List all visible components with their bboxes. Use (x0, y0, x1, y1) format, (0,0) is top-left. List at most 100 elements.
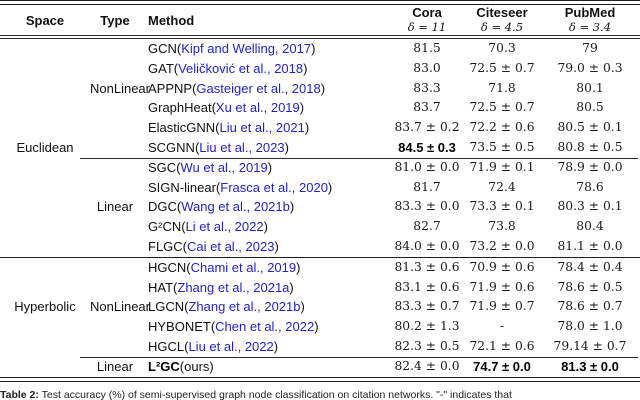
value-cell-cora: 83.0 (413, 60, 441, 75)
citation-link[interactable]: Gasteiger et al., 2018 (196, 80, 321, 96)
method-name: G²CN( (148, 219, 186, 235)
table-row: GraphHeat(Xu et al., 2019) 83.7 72.5 ± 0.7… (0, 98, 640, 118)
value-cell-pubmed: 80.3 ± 0.1 (557, 199, 623, 214)
citation-link[interactable]: Zhang et al., 2021a (177, 279, 290, 295)
dataset-delta: δ = 4.5 (480, 20, 524, 34)
method-suffix: ) (289, 199, 295, 215)
dataset-name: PubMed (564, 5, 616, 20)
space-group-hyperbolic: Hyperbolic NonLinear HGCN(Chami et al., 20… (0, 256, 640, 377)
value-cell-pubmed: 80.8 ± 0.5 (557, 139, 623, 154)
citation-link[interactable]: Wu et al., 2019 (180, 159, 268, 175)
method-name: APPNP( (148, 80, 197, 96)
table-row: G²CN(Li et al., 2022) 82.7 73.8 80.4 (0, 217, 640, 237)
method-name: GraphHeat( (148, 100, 216, 116)
dataset-delta: δ = 3.4 (568, 20, 612, 34)
table-row: SCGNN(Liu et al., 2023) 84.5 ± 0.3 73.5 ± … (0, 138, 640, 158)
method-suffix: ) (314, 319, 319, 335)
citation-link[interactable]: Zhang et al., 2021b (188, 299, 301, 315)
value-cell-citeseer: 73.8 (488, 219, 516, 234)
value-cell-cora: 83.7 (413, 100, 441, 115)
table-row: HAT(Zhang et al., 2021a) 83.1 ± 0.6 71.9 ±… (0, 278, 640, 298)
method-cell: HGCN(Chami et al., 2019) (0, 258, 392, 278)
value-cell-pubmed: 78.6 ± 0.5 (557, 279, 623, 294)
method-cell: GraphHeat(Xu et al., 2019) (0, 98, 392, 118)
method-cell: SGC(Wu et al., 2019) (0, 158, 392, 178)
method-cell: LGCN(Zhang et al., 2021b) (0, 297, 392, 317)
citation-link[interactable]: Veličković et al., 2018 (178, 60, 304, 76)
type-label: Linear (96, 199, 134, 215)
type-group-nonlinear: NonLinear HGCN(Chami et al., 2019) 81.3 ± … (0, 258, 640, 357)
method-cell: ElasticGNN(Liu et al., 2021) (0, 118, 392, 138)
col-header-method: Method (148, 12, 195, 28)
dataset-name: Cora (412, 5, 442, 20)
value-cell-cora: 81.5 (413, 41, 441, 55)
value-cell-cora: 82.4 ± 0.0 (394, 358, 460, 373)
citation-link[interactable]: Chen et al., 2022 (215, 319, 315, 335)
value-cell-citeseer: 73.2 ± 0.0 (469, 238, 535, 253)
method-name: HGCL( (148, 338, 189, 354)
value-cell-cora: 82.3 ± 0.5 (394, 338, 460, 353)
citation-link[interactable]: Chami et al., 2019 (190, 259, 297, 275)
type-label: Linear (96, 358, 134, 374)
citation-link[interactable]: Frasca et al., 2020 (220, 179, 328, 195)
method-name: HAT( (148, 279, 178, 295)
col-header-cora: Cora δ = 11 (392, 5, 462, 35)
type-label: NonLinear (90, 80, 150, 96)
method-cell: APPNP(Gasteiger et al., 2018) (0, 79, 392, 99)
value-cell-pubmed: 78.9 ± 0.0 (557, 159, 623, 174)
table-row: GCN(Kipf and Welling, 2017) 81.5 70.3 79 (0, 39, 640, 59)
table-bottom-rule (0, 376, 640, 382)
value-cell-citeseer: 72.2 ± 0.6 (469, 120, 535, 135)
citation-link[interactable]: Liu et al., 2023 (199, 139, 285, 155)
value-cell-pubmed: 78.4 ± 0.4 (557, 259, 623, 274)
method-cell: FLGC(Cai et al., 2023) (0, 237, 392, 257)
method-suffix: ) (274, 238, 279, 254)
method-cell: DGC(Wang et al., 2021b) (0, 197, 392, 217)
method-name: FLGC( (148, 238, 187, 254)
method-suffix: ) (267, 159, 273, 175)
table-caption: Table 2: Test accuracy (%) of semi-super… (0, 390, 640, 400)
table-top-rule (0, 0, 640, 5)
citation-link[interactable]: Liu et al., 2021 (219, 120, 305, 136)
value-cell-citeseer: 72.5 ± 0.7 (469, 60, 535, 75)
value-cell-pubmed: 80.5 (576, 100, 604, 115)
value-cell-pubmed: 78.0 ± 1.0 (557, 319, 623, 334)
citation-link[interactable]: Kipf and Welling, 2017 (181, 41, 312, 56)
method-suffix: (ours) (179, 358, 214, 374)
citation-link[interactable]: Wang et al., 2021b (181, 199, 290, 215)
value-cell-citeseer: 70.3 (488, 41, 516, 55)
space-group-euclidean: Euclidean NonLinear GCN(Kipf and Welling, … (0, 39, 640, 257)
citation-link[interactable]: Li et al., 2022 (185, 219, 264, 235)
value-cell-citeseer: 72.5 ± 0.7 (469, 100, 535, 115)
method-cell: HYBONET(Chen et al., 2022) (0, 317, 392, 337)
value-cell-citeseer: 74.7 ± 0.0 (473, 358, 531, 374)
method-suffix: ) (300, 299, 305, 315)
value-cell-cora: 83.3 ± 0.0 (394, 199, 460, 214)
citation-link[interactable]: Liu et al., 2022 (188, 338, 274, 354)
value-cell-pubmed: 81.3 ± 0.0 (561, 358, 619, 374)
table-row: LGCN(Zhang et al., 2021b) 83.3 ± 0.7 71.9 … (0, 297, 640, 317)
value-cell-citeseer: 71.9 ± 0.6 (469, 279, 535, 294)
value-cell-citeseer: 71.8 (488, 80, 516, 95)
method-suffix: ) (304, 120, 310, 136)
value-cell-citeseer: 71.9 ± 0.7 (469, 299, 535, 314)
value-cell-cora: 81.7 (413, 179, 441, 194)
method-cell: L²GC(ours) (0, 357, 392, 377)
value-cell-cora: 80.2 ± 1.3 (394, 319, 460, 334)
col-header-citeseer: Citeseer δ = 4.5 (462, 6, 542, 35)
value-cell-pubmed: 78.6 ± 0.7 (557, 299, 623, 314)
method-suffix: ) (303, 60, 308, 76)
value-cell-citeseer: 70.9 ± 0.6 (469, 259, 535, 274)
method-cell: HGCL(Liu et al., 2022) (0, 337, 392, 357)
caption-label: Table 2: (0, 389, 39, 400)
method-name: SGC( (148, 159, 181, 175)
value-cell-citeseer: 72.1 ± 0.6 (469, 338, 535, 353)
value-cell-pubmed: 81.1 ± 0.0 (557, 238, 623, 253)
header-bottom-rule (0, 35, 640, 39)
value-cell-citeseer: 71.9 ± 0.1 (469, 159, 535, 174)
table-row: SIGN-linear(Frasca et al., 2020) 81.7 72.4… (0, 178, 640, 198)
citation-link[interactable]: Xu et al., 2019 (215, 100, 300, 116)
table-row: HYBONET(Chen et al., 2022) 80.2 ± 1.3-78.… (0, 317, 640, 337)
citation-link[interactable]: Cai et al., 2023 (187, 238, 275, 254)
col-header-space: Space (25, 12, 65, 28)
